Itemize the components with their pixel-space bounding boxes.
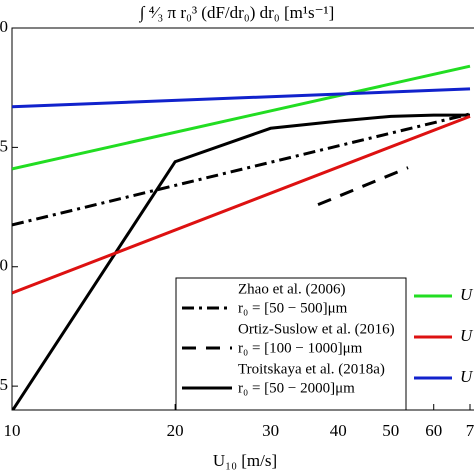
y-tick-label: 0 <box>0 256 8 275</box>
legend-label: Ortiz-Suslow et al. (2016) <box>238 321 395 337</box>
x-tick-label: 50 <box>382 421 399 440</box>
legend-label: U <box>460 367 474 386</box>
legend-range: r₀ = [50 − 2000]μm <box>238 380 355 396</box>
x-tick-label: 60 <box>425 421 442 440</box>
x-axis-label: U₁₀ [m/s] <box>213 451 277 470</box>
chart-title: ∫ ⁴⁄₃ π r₀³ (dF/dr₀) dr₀ [m¹s⁻¹] <box>139 3 335 23</box>
legend-range: r₀ = [50 − 500]μm <box>238 300 348 316</box>
legend-label: Troitskaya et al. (2018a) <box>238 361 385 377</box>
x-tick-label: 7 <box>466 421 474 440</box>
series-line <box>317 166 409 207</box>
y-tick-label: 5 <box>0 136 8 155</box>
y-tick-label: 0 <box>0 17 8 36</box>
series-line <box>12 64 471 171</box>
legend-label: Zhao et al. (2006) <box>238 281 345 297</box>
x-tick-label: 20 <box>167 421 184 440</box>
legend-label: U <box>460 285 474 304</box>
y-tick-label: 5 <box>0 375 8 394</box>
legend-range: r₀ = [100 − 1000]μm <box>238 340 363 356</box>
series-line <box>12 112 471 227</box>
x-tick-label: 30 <box>262 421 279 440</box>
series-line <box>12 87 471 109</box>
x-tick-label: 40 <box>330 421 347 440</box>
legend-label: U <box>460 326 474 345</box>
series-line <box>12 114 471 295</box>
x-tick-label: 10 <box>4 421 21 440</box>
series-line <box>12 113 470 410</box>
